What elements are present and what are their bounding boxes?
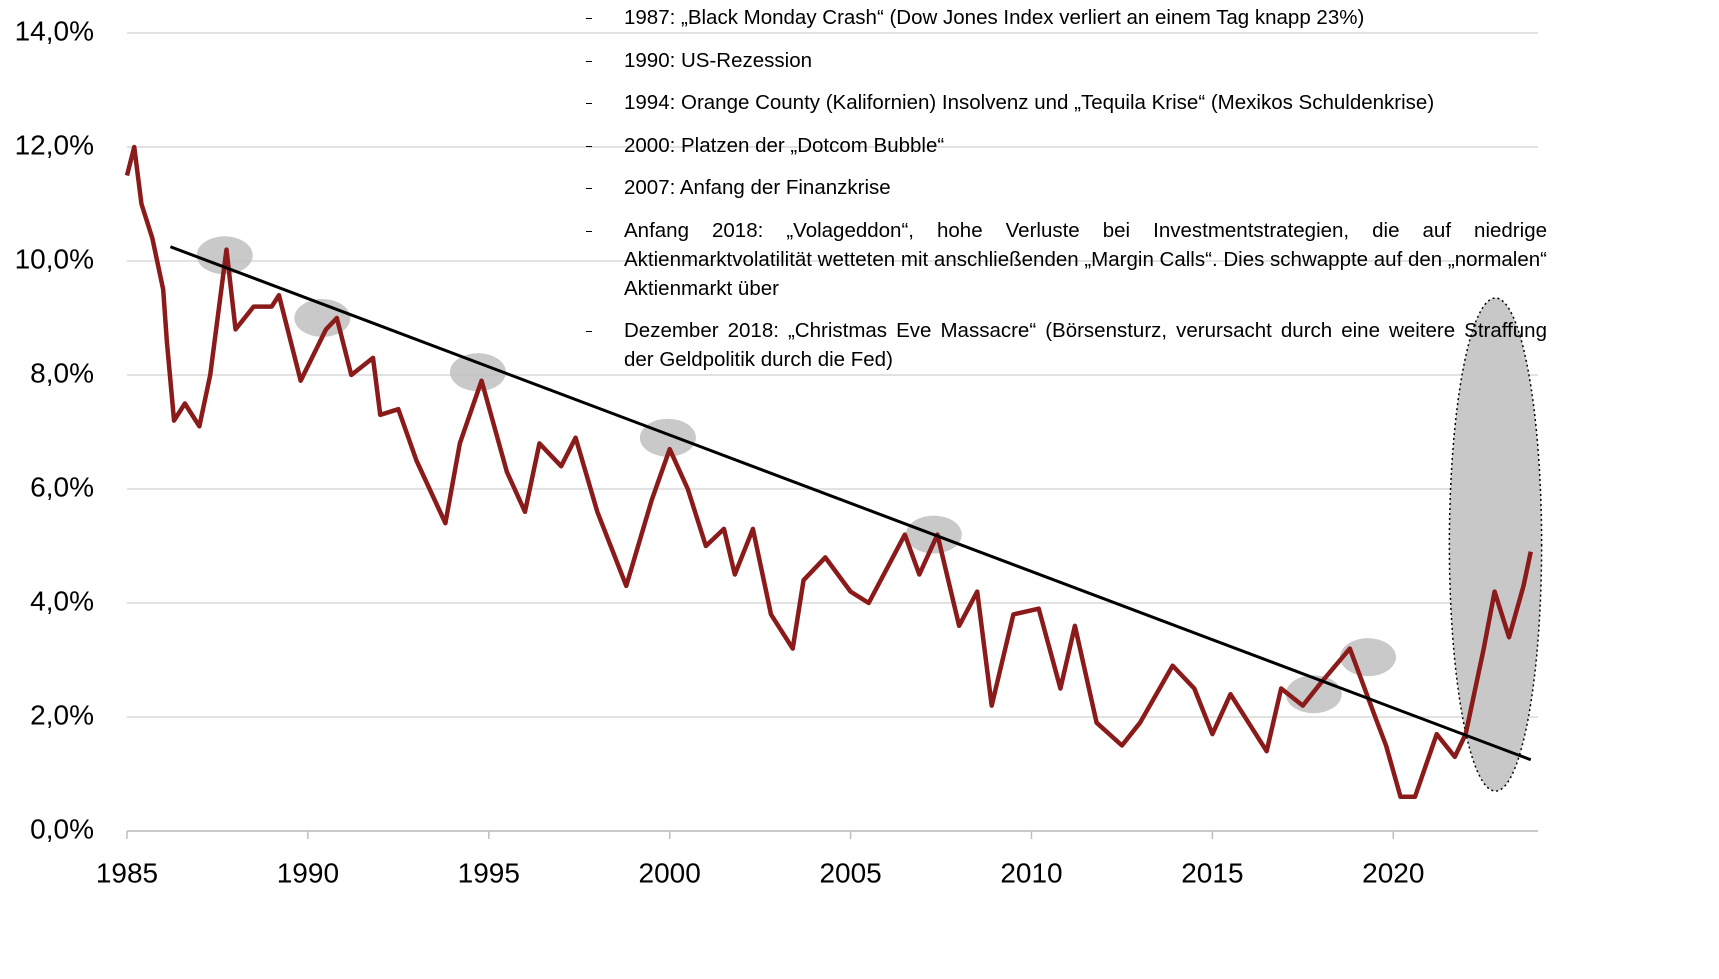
annotation: 1990: US-Rezession	[586, 46, 1547, 75]
x-tick-label: 1985	[96, 857, 158, 888]
annotation: Anfang 2018: „Volageddon“, hohe Verluste…	[586, 216, 1547, 303]
y-tick-label: 10,0%	[15, 243, 94, 274]
line	[124, 144, 1533, 800]
annotations: 1987: „Black Monday Crash“ (Dow Jones In…	[586, 3, 1547, 388]
annotation: 2007: Anfang der Finanzkrise	[586, 173, 1547, 202]
y-tick-label: 2,0%	[30, 699, 94, 730]
highlight	[1339, 638, 1396, 677]
y-tick-label: 12,0%	[15, 129, 94, 160]
highlight	[449, 353, 506, 392]
x-tick-label: 2020	[1362, 857, 1424, 888]
x-tick-label: 2015	[1181, 857, 1243, 888]
annotation: 2000: Platzen der „Dotcom Bubble“	[586, 131, 1547, 160]
y-tick-label: 4,0%	[30, 585, 94, 616]
x-tick-label: 2000	[639, 857, 701, 888]
y-tick-label: 6,0%	[30, 471, 94, 502]
annotation: 1987: „Black Monday Crash“ (Dow Jones In…	[586, 3, 1547, 32]
y-tick-label: 8,0%	[30, 357, 94, 388]
x-tick-label: 1995	[458, 857, 520, 888]
trend-line	[169, 245, 1532, 762]
annotation: Dezember 2018: „Christmas Eve Massacre“ …	[586, 316, 1547, 374]
y-tick-label: 14,0%	[15, 15, 94, 46]
x-tick-label: 1990	[277, 857, 339, 888]
highlight-region	[1448, 297, 1543, 792]
y-tick-label: 0,0%	[30, 813, 94, 844]
x-tick-label: 2005	[819, 857, 881, 888]
annotation: 1994: Orange County (Kalifornien) Insolv…	[586, 88, 1547, 117]
x-tick-label: 2010	[1000, 857, 1062, 888]
